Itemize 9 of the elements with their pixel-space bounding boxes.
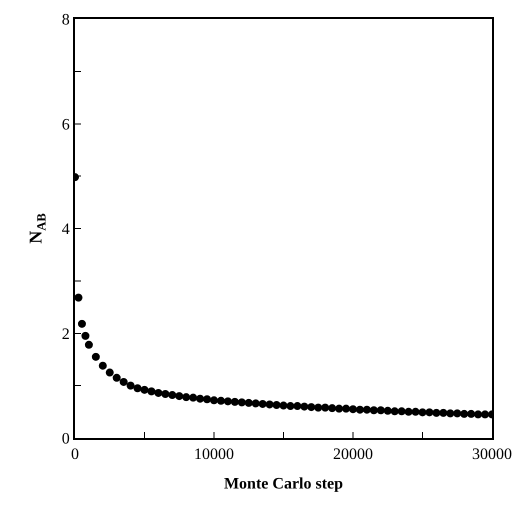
y-tick-label: 0	[62, 430, 70, 448]
y-tick-label: 2	[62, 326, 70, 343]
y-tick-label: 8	[62, 12, 70, 29]
x-axis-title: Monte Carlo step	[224, 475, 344, 492]
x-tick-label: 30000	[472, 446, 512, 464]
x-tick-label: 20000	[333, 446, 373, 464]
y-tick-label: 6	[62, 116, 70, 134]
y-tick-label: 4	[62, 221, 70, 238]
x-tick-label: 10000	[194, 446, 234, 464]
